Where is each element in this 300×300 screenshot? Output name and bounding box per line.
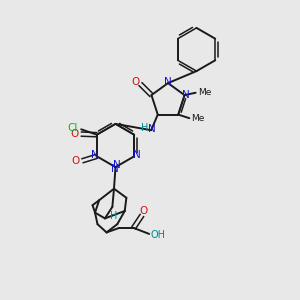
Text: N: N xyxy=(182,90,190,100)
Text: N: N xyxy=(133,150,140,161)
Text: N: N xyxy=(113,160,121,170)
Text: O: O xyxy=(131,77,139,87)
Text: N: N xyxy=(111,164,119,174)
Text: N: N xyxy=(148,124,155,134)
Text: H: H xyxy=(110,211,117,221)
Text: O: O xyxy=(139,206,147,216)
Text: O: O xyxy=(72,156,80,166)
Text: Me: Me xyxy=(191,114,204,123)
Text: Me: Me xyxy=(198,88,211,97)
Text: Cl: Cl xyxy=(68,123,78,133)
Text: OH: OH xyxy=(150,230,165,240)
Text: H: H xyxy=(141,123,148,134)
Text: N: N xyxy=(164,77,172,87)
Text: N: N xyxy=(91,150,98,160)
Text: O: O xyxy=(70,129,79,139)
